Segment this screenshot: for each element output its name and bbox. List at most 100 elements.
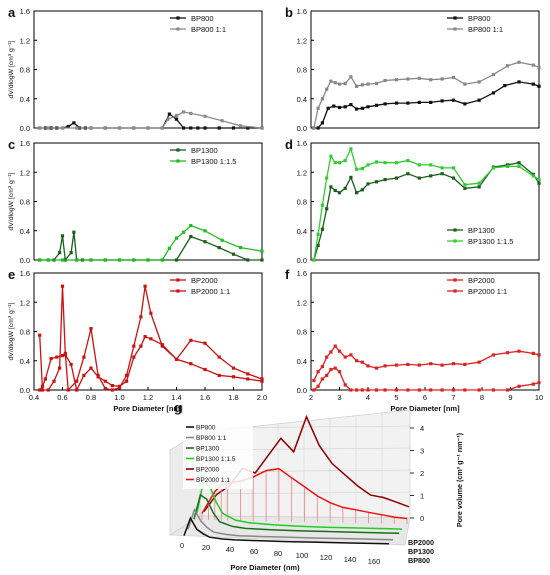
data-point [463, 82, 467, 86]
data-point [429, 78, 433, 82]
data-point [203, 126, 207, 130]
y-tick-label: 0.0 [297, 124, 307, 133]
y-tick-label: 0.4 [297, 95, 307, 104]
y-axis-label: dV/dlogW [cm³ g⁻¹] [8, 40, 15, 98]
data-point [355, 84, 359, 88]
data-point [383, 102, 387, 106]
data-point [189, 235, 193, 239]
x-tick-label: 10 [535, 393, 543, 402]
data-point [231, 252, 236, 256]
data-point [360, 106, 364, 110]
data-point [52, 379, 56, 383]
series-line [39, 335, 263, 392]
data-point [406, 159, 410, 163]
data-point [66, 124, 70, 129]
depth-label: BP800 [408, 556, 430, 565]
data-point [333, 81, 337, 85]
data-point [316, 384, 320, 388]
panel-letter-g: g [174, 400, 182, 415]
data-point [217, 373, 221, 377]
legend-marker [453, 289, 457, 293]
data-point [325, 373, 329, 377]
z-axis-label: Pore volume (cm³ g⁻¹ nm⁻¹) [455, 432, 464, 527]
legend-marker [453, 278, 457, 282]
x-tick-label: 7 [451, 393, 455, 402]
grid-line [199, 491, 411, 495]
legend-label: BP800 [191, 14, 214, 23]
data-point [320, 203, 324, 207]
data-point [417, 100, 421, 104]
data-point [491, 353, 495, 357]
series-line [313, 345, 540, 381]
x-tick-label: 120 [320, 553, 333, 562]
data-point [531, 174, 535, 178]
data-point [337, 161, 342, 165]
y-tick-label: 0.8 [297, 328, 307, 337]
data-point [343, 355, 347, 359]
data-point [531, 82, 535, 86]
y-tick-label: 1.2 [297, 298, 307, 307]
legend-marker [453, 27, 457, 31]
data-point [320, 365, 324, 369]
legend-box [183, 419, 253, 489]
data-point [374, 180, 379, 184]
data-point [360, 83, 364, 87]
data-point [451, 388, 456, 392]
data-point [146, 258, 150, 262]
plot-frame [33, 10, 263, 129]
y-tick-label: 0.0 [297, 386, 307, 395]
data-point [260, 379, 264, 383]
data-point [440, 77, 444, 81]
legend-label: BP1300 1:1.5 [191, 157, 236, 166]
data-point [325, 176, 329, 180]
x-tick-label: 1.6 [200, 393, 210, 402]
data-point [246, 126, 250, 130]
data-point [394, 363, 399, 367]
data-point [333, 344, 337, 348]
data-point [174, 117, 179, 121]
data-point [440, 172, 444, 176]
data-point [89, 258, 93, 262]
data-point [167, 112, 171, 116]
plot-frame [310, 10, 540, 129]
series-line-3d [183, 516, 390, 545]
data-point [132, 344, 136, 348]
data-point [149, 337, 153, 341]
data-point [394, 78, 399, 82]
data-point [394, 176, 399, 180]
data-point [69, 251, 73, 255]
x-tick-label: 1.2 [143, 393, 153, 402]
data-point [477, 388, 481, 392]
data-point [440, 166, 444, 170]
data-point [349, 175, 353, 179]
panel-letter-b: b [285, 5, 293, 20]
data-point [517, 80, 521, 84]
y-axis-label: dV/dlogW [cm³ g⁻¹] [8, 302, 15, 360]
x-tick-label: 8 [480, 393, 484, 402]
data-point [332, 104, 336, 108]
data-point [329, 185, 333, 189]
x-tick-label: 1.8 [228, 393, 238, 402]
data-point [38, 258, 42, 262]
data-point [196, 126, 200, 130]
y-tick-label: 0.0 [20, 386, 30, 395]
data-point [343, 105, 347, 109]
data-point [46, 126, 50, 130]
y-axis-label: dV/dlogW [cm³ g⁻¹] [8, 172, 15, 230]
y-tick-label: 0.8 [297, 198, 307, 207]
data-point [531, 351, 535, 355]
data-point [312, 378, 316, 383]
data-point [38, 388, 42, 392]
data-point [89, 327, 93, 331]
data-point [132, 355, 136, 359]
data-point [383, 364, 387, 368]
data-point [316, 243, 320, 247]
data-point [333, 161, 337, 165]
data-point [40, 388, 45, 392]
data-point [220, 238, 224, 242]
data-point [517, 161, 521, 165]
data-point [246, 377, 250, 381]
panel-letter-c: c [8, 137, 15, 152]
x-tick-label: 0.8 [86, 393, 96, 402]
legend-label: BP800 1:1 [191, 25, 226, 34]
